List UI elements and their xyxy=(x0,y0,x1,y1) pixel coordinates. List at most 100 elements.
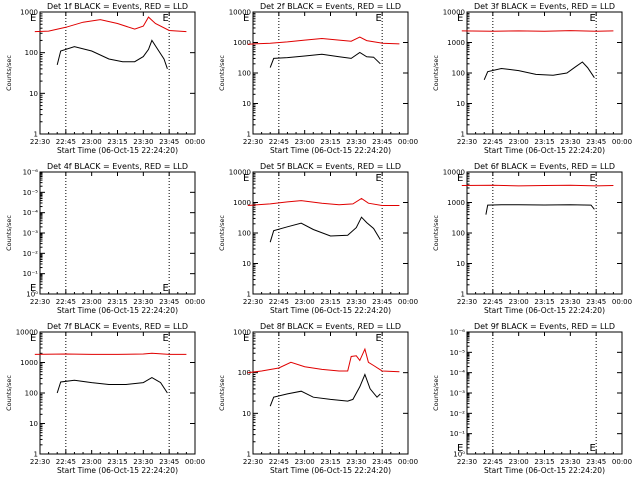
y-tick-label: 10 xyxy=(242,100,251,108)
event-marker: E xyxy=(163,333,169,344)
y-tick-label: 100 xyxy=(452,70,465,78)
y-tick-label: 10000 xyxy=(443,169,465,177)
chart-panel-6: Det 6f BLACK = Events, RED = LLD 22:30 22:… xyxy=(432,162,632,315)
x-tick-label: 23:45 xyxy=(372,138,392,146)
x-tick-label: 22:30 xyxy=(243,138,263,146)
x-tick-label: 00:00 xyxy=(185,298,205,306)
x-tick-label: 22:30 xyxy=(30,298,50,306)
y-tick-label: 1000 xyxy=(233,329,251,337)
y-tick-label: 100 xyxy=(238,369,251,377)
x-tick-label: 22:45 xyxy=(269,458,289,466)
x-axis-label: Start Time (06-Oct-15 22:24:20) xyxy=(57,306,178,315)
y-tick-label: 10⁻⁶ xyxy=(450,329,466,337)
x-tick-label: 23:45 xyxy=(159,298,179,306)
x-tick-label: 23:00 xyxy=(295,138,315,146)
lld-series-line xyxy=(461,30,614,32)
y-tick-label: 10⁻¹ xyxy=(450,430,466,438)
plot-frame xyxy=(252,331,409,455)
x-axis-label: Start Time (06-Oct-15 22:24:20) xyxy=(270,146,391,155)
x-tick-label: 23:45 xyxy=(372,458,392,466)
y-tick-label: 100 xyxy=(25,390,38,398)
x-tick-label: 00:00 xyxy=(612,298,632,306)
y-tick-label: 10⁻⁴ xyxy=(450,369,466,377)
y-tick-label: 10⁻⁵ xyxy=(23,189,39,197)
x-tick-label: 23:30 xyxy=(346,458,366,466)
event-marker: E xyxy=(376,173,382,184)
x-tick-label: 23:45 xyxy=(372,298,392,306)
x-tick-label: 22:45 xyxy=(483,458,503,466)
y-axis-label: Counts/sec xyxy=(218,55,226,91)
x-tick-label: 23:30 xyxy=(560,298,580,306)
y-tick-label: 10 xyxy=(456,100,465,108)
plot-frame xyxy=(39,331,196,455)
events-series-line xyxy=(269,51,381,68)
x-tick-label: 23:45 xyxy=(586,298,606,306)
lld-series-line xyxy=(34,352,187,355)
x-tick-label: 23:15 xyxy=(320,298,340,306)
x-tick-label: 23:30 xyxy=(346,298,366,306)
events-series-line xyxy=(485,204,595,215)
x-tick-label: 22:30 xyxy=(457,138,477,146)
chart-title: Det 8f BLACK = Events, RED = LLD xyxy=(260,322,401,331)
event-marker: E xyxy=(163,13,169,24)
plot-frame xyxy=(466,331,623,455)
x-axis-label: Start Time (06-Oct-15 22:24:20) xyxy=(57,146,178,155)
chart-panel-2: Det 2f BLACK = Events, RED = LLD 22:30 22:… xyxy=(218,2,418,155)
x-tick-label: 22:30 xyxy=(30,138,50,146)
event-marker: E xyxy=(243,333,249,344)
x-tick-label: 23:00 xyxy=(295,458,315,466)
event-marker: E xyxy=(243,13,249,24)
x-tick-label: 00:00 xyxy=(185,458,205,466)
y-tick-label: 10 xyxy=(29,90,38,98)
chart-title: Det 1f BLACK = Events, RED = LLD xyxy=(47,2,188,11)
chart-panel-9: Det 9f BLACK = Events, RED = LLD 22:30 22:… xyxy=(432,322,632,475)
x-tick-label: 22:45 xyxy=(56,458,76,466)
event-marker: E xyxy=(590,13,596,24)
y-tick-label: 1000 xyxy=(447,199,465,207)
y-tick-label: 100 xyxy=(238,70,251,78)
lld-series-line xyxy=(247,347,400,374)
y-tick-label: 10⁰ xyxy=(26,291,38,299)
y-tick-label: 10⁰ xyxy=(453,451,465,459)
x-tick-label: 23:30 xyxy=(133,138,153,146)
events-series-line xyxy=(56,377,168,394)
event-marker: E xyxy=(457,173,463,184)
plot-frame xyxy=(252,11,409,135)
x-tick-label: 00:00 xyxy=(185,138,205,146)
x-axis-label: Start Time (06-Oct-15 22:24:20) xyxy=(270,306,391,315)
x-tick-label: 23:45 xyxy=(159,138,179,146)
event-marker: E xyxy=(30,283,36,294)
events-series-line xyxy=(56,39,168,69)
x-tick-label: 00:00 xyxy=(612,458,632,466)
chart-title: Det 2f BLACK = Events, RED = LLD xyxy=(260,2,401,11)
y-tick-label: 10000 xyxy=(16,329,38,337)
event-marker: E xyxy=(590,173,596,184)
x-tick-label: 23:15 xyxy=(534,298,554,306)
y-tick-label: 10⁻⁵ xyxy=(450,349,466,357)
x-tick-label: 23:15 xyxy=(107,138,127,146)
y-tick-label: 1000 xyxy=(20,9,38,17)
chart-title: Det 9f BLACK = Events, RED = LLD xyxy=(474,322,615,331)
x-tick-label: 23:45 xyxy=(586,138,606,146)
event-marker: E xyxy=(30,333,36,344)
plot-frame xyxy=(39,171,196,295)
event-marker: E xyxy=(30,13,36,24)
plot-frame xyxy=(252,171,409,295)
x-tick-label: 22:30 xyxy=(457,298,477,306)
y-tick-label: 10⁻⁴ xyxy=(23,209,39,217)
x-tick-label: 23:30 xyxy=(133,298,153,306)
x-tick-label: 00:00 xyxy=(398,458,418,466)
x-tick-label: 23:15 xyxy=(320,458,340,466)
y-axis-label: Counts/sec xyxy=(432,215,440,251)
event-marker: E xyxy=(376,13,382,24)
chart-panel-8: Det 8f BLACK = Events, RED = LLD 22:30 22:… xyxy=(218,322,418,475)
y-tick-label: 1 xyxy=(247,451,251,459)
x-tick-label: 22:30 xyxy=(457,458,477,466)
y-axis-label: Counts/sec xyxy=(5,215,13,251)
x-tick-label: 00:00 xyxy=(398,138,418,146)
y-axis-label: Counts/sec xyxy=(432,375,440,411)
y-tick-label: 1000 xyxy=(233,39,251,47)
y-tick-label: 100 xyxy=(238,230,251,238)
x-tick-label: 00:00 xyxy=(398,298,418,306)
